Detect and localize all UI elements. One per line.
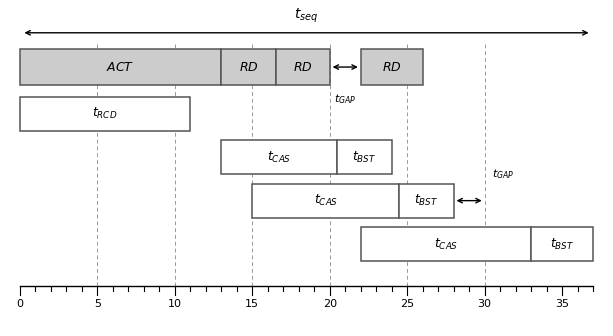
Text: $t_{seq}$: $t_{seq}$ [294, 6, 319, 25]
Text: 30: 30 [478, 299, 492, 309]
Text: 10: 10 [168, 299, 182, 309]
Text: $RD$: $RD$ [293, 60, 313, 74]
Bar [338, 140, 392, 174]
Text: $t_{BST}$: $t_{BST}$ [414, 193, 439, 208]
Bar [20, 49, 221, 85]
Bar [360, 49, 422, 85]
Bar [221, 49, 275, 85]
Text: $ACT$: $ACT$ [107, 60, 135, 74]
Text: 35: 35 [555, 299, 569, 309]
Bar [400, 183, 454, 218]
Text: $t_{CAS}$: $t_{CAS}$ [434, 237, 458, 252]
Bar [531, 227, 593, 261]
Bar [275, 49, 330, 85]
Text: 0: 0 [17, 299, 23, 309]
Bar [20, 97, 191, 131]
Text: $t_{CAS}$: $t_{CAS}$ [267, 150, 292, 165]
Text: 5: 5 [94, 299, 101, 309]
Text: $t_{BST}$: $t_{BST}$ [352, 150, 377, 165]
Text: $RD$: $RD$ [382, 60, 402, 74]
Bar [253, 183, 400, 218]
Text: $t_{BST}$: $t_{BST}$ [550, 237, 574, 252]
Text: $t_{GAP}$: $t_{GAP}$ [492, 168, 515, 181]
Text: 20: 20 [322, 299, 337, 309]
Text: $t_{GAP}$: $t_{GAP}$ [334, 92, 356, 106]
Text: $t_{RCD}$: $t_{RCD}$ [93, 106, 118, 121]
Text: 25: 25 [400, 299, 414, 309]
Bar [360, 227, 531, 261]
Text: 15: 15 [245, 299, 259, 309]
Text: $RD$: $RD$ [238, 60, 258, 74]
Text: $t_{CAS}$: $t_{CAS}$ [314, 193, 338, 208]
Bar [221, 140, 338, 174]
